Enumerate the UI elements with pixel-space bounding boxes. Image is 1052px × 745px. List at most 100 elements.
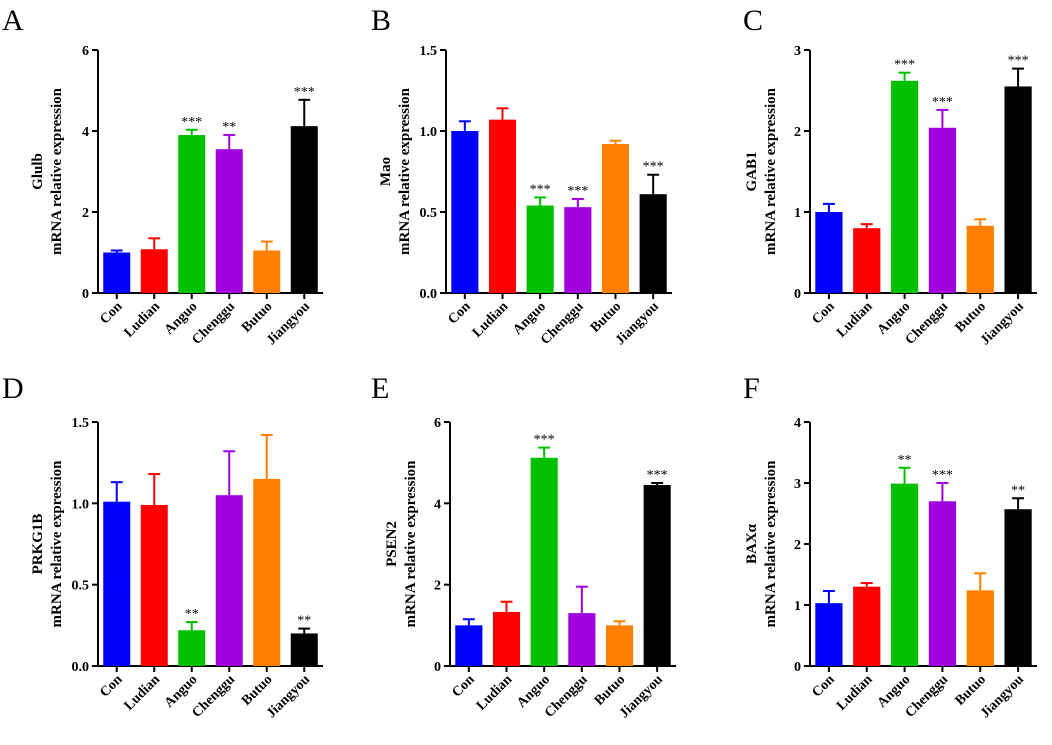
bar-ludian xyxy=(140,504,168,666)
bar-anguo xyxy=(890,483,919,666)
y-tick-label: 1.0 xyxy=(420,125,438,140)
significance-label: *** xyxy=(647,468,668,483)
panel-letter: E xyxy=(371,372,389,405)
y-axis-gene-label: PSEN2 xyxy=(384,521,400,567)
y-tick-label: 4 xyxy=(434,497,441,512)
y-tick-label: 0.0 xyxy=(72,660,90,675)
significance-label: ** xyxy=(297,614,311,629)
category-label: Butuo xyxy=(588,299,624,335)
significance-label: *** xyxy=(294,85,315,100)
category-label: Butuo xyxy=(953,672,989,708)
y-tick-label: 1.0 xyxy=(72,497,90,512)
bar-chenggu xyxy=(215,495,243,666)
bar-butuo xyxy=(605,625,634,666)
significance-label: *** xyxy=(567,184,588,199)
bar-chenggu xyxy=(564,207,592,293)
y-tick-label: 0 xyxy=(434,660,441,675)
category-label: Butuo xyxy=(953,299,989,335)
category-label: Butuo xyxy=(592,672,628,708)
category-label: Ludian xyxy=(834,299,876,341)
significance-label: ** xyxy=(185,607,199,622)
bar-con xyxy=(103,501,131,666)
significance-label: *** xyxy=(1008,54,1029,69)
bar-con xyxy=(815,212,843,293)
y-tick-label: 1 xyxy=(794,206,801,221)
y-axis-label: mRNA relative expression xyxy=(403,460,419,628)
y-tick-label: 1 xyxy=(794,599,801,614)
category-label: Con xyxy=(810,299,838,327)
bar-butuo xyxy=(601,143,630,293)
significance-label: *** xyxy=(932,95,953,110)
category-label: Ludian xyxy=(122,672,164,714)
category-label: Ludian xyxy=(834,672,876,714)
y-tick-label: 3 xyxy=(794,44,801,59)
category-label: Con xyxy=(97,299,125,327)
category-label: Con xyxy=(449,672,477,700)
y-tick-label: 0 xyxy=(794,660,801,675)
bar-jiangyou xyxy=(643,485,671,666)
significance-label: ** xyxy=(222,120,236,135)
y-tick-label: 1.5 xyxy=(72,416,90,431)
y-tick-label: 0.5 xyxy=(72,579,90,594)
category-label: Con xyxy=(97,672,125,700)
category-label: Ludian xyxy=(470,299,512,341)
bar-con xyxy=(455,625,483,666)
bar-con xyxy=(103,252,131,293)
bar-butuo xyxy=(253,250,281,293)
y-tick-label: 0.0 xyxy=(420,287,438,302)
bar-ludian xyxy=(492,611,521,666)
y-axis-gene-label: GAB1 xyxy=(744,151,760,191)
category-label: Chenggu xyxy=(903,672,952,721)
category-label: Con xyxy=(810,672,838,700)
bar-anguo xyxy=(178,135,206,293)
significance-label: *** xyxy=(530,182,551,197)
category-label: Ludian xyxy=(122,299,164,341)
category-label: Chenggu xyxy=(903,299,952,348)
panel-letter: B xyxy=(371,4,391,37)
bar-ludian xyxy=(140,249,168,293)
y-tick-label: 2 xyxy=(794,538,801,553)
significance-label: ** xyxy=(1011,483,1025,498)
y-tick-label: 0.5 xyxy=(420,206,438,221)
panel-e: E PSEN2 mRNA relative expression 0 2 4 6 ConLud… xyxy=(371,372,676,721)
bar-chenggu xyxy=(568,613,596,666)
y-tick-label: 0 xyxy=(794,287,801,302)
significance-label: *** xyxy=(894,58,915,73)
bar-butuo xyxy=(253,478,281,666)
y-tick-label: 0 xyxy=(82,287,89,302)
significance-label: *** xyxy=(932,468,953,483)
bar-anguo xyxy=(526,205,554,293)
y-axis-label: mRNA relative expression xyxy=(763,87,779,255)
bar-ludian xyxy=(853,228,881,293)
y-tick-label: 2 xyxy=(794,125,801,140)
bar-anguo xyxy=(178,630,206,666)
y-axis-label: mRNA relative expression xyxy=(397,87,413,255)
panel-letter: C xyxy=(743,4,763,37)
y-axis-gene-label: BAXα xyxy=(744,523,760,564)
panel-letter: F xyxy=(743,372,760,405)
bar-chenggu xyxy=(215,149,243,293)
y-axis-gene-label: PRKG1B xyxy=(30,514,46,575)
panel-d: D PRKG1B mRNA relative expression 0.0 0.5 1.0… xyxy=(2,372,323,721)
panel-b: B Mao mRNA relative expression 0.0 0.5 1.0 1.5… xyxy=(371,4,672,348)
panel-f: F BAXα mRNA relative expression 0 1 2 3 4 ConLud… xyxy=(743,372,1037,721)
category-label: Con xyxy=(445,299,473,327)
bar-chenggu xyxy=(928,501,957,666)
bar-con xyxy=(815,603,843,666)
bar-anguo xyxy=(530,457,558,666)
bar-ludian xyxy=(488,119,517,293)
y-tick-label: 2 xyxy=(434,579,441,594)
category-label: Ludian xyxy=(474,672,516,714)
y-tick-label: 4 xyxy=(82,125,89,140)
bar-ludian xyxy=(853,586,881,666)
significance-label: *** xyxy=(181,115,202,130)
bar-jiangyou xyxy=(1004,509,1032,666)
bar-chenggu xyxy=(928,127,957,293)
bar-jiangyou xyxy=(639,194,667,293)
y-axis-gene-label: Glulb xyxy=(30,153,46,190)
bar-con xyxy=(451,131,479,293)
y-axis-label: mRNA relative expression xyxy=(49,460,65,628)
y-tick-label: 1.5 xyxy=(420,44,438,59)
